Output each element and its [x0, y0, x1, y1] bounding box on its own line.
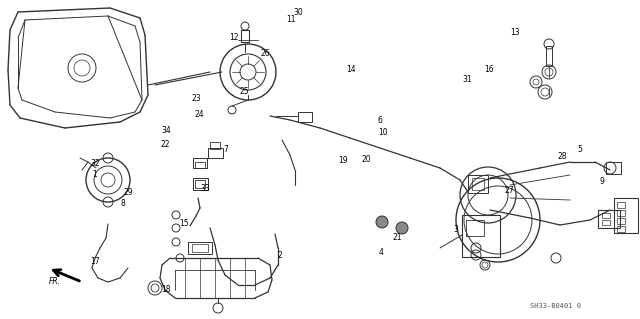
Text: 32: 32 [90, 159, 100, 168]
Text: 8: 8 [120, 199, 125, 208]
Bar [241, 30, 249, 42]
Text: 31: 31 [462, 75, 472, 84]
Text: 7: 7 [223, 145, 228, 154]
Text: 20: 20 [361, 155, 371, 164]
Bar [193, 178, 208, 190]
Text: 29: 29 [123, 188, 133, 197]
Text: 5: 5 [577, 145, 582, 154]
Text: 22: 22 [161, 140, 170, 149]
Text: 21: 21 [392, 233, 401, 242]
Text: FR.: FR. [49, 278, 61, 286]
Text: 3: 3 [453, 225, 458, 234]
Bar [472, 178, 484, 190]
Text: 24: 24 [195, 110, 205, 119]
Text: 18: 18 [162, 285, 171, 294]
Bar [598, 210, 620, 228]
Text: 9: 9 [599, 177, 604, 186]
Bar [546, 46, 552, 66]
Text: 25: 25 [239, 87, 250, 96]
Text: 14: 14 [346, 65, 356, 74]
Bar [208, 148, 223, 158]
Text: 34: 34 [161, 126, 172, 135]
Bar [602, 213, 610, 218]
Text: 1: 1 [92, 170, 97, 179]
Bar [606, 162, 621, 174]
Text: 11: 11 [286, 15, 295, 24]
Bar [188, 242, 212, 254]
Bar [468, 175, 488, 193]
Bar [617, 210, 625, 216]
Text: 26: 26 [260, 49, 270, 58]
Text: 23: 23 [191, 94, 201, 103]
Bar [192, 244, 208, 252]
Bar [617, 218, 625, 224]
Text: 10: 10 [378, 128, 388, 137]
Bar [614, 198, 638, 233]
Bar [195, 180, 205, 188]
Bar [462, 215, 500, 257]
Text: 12: 12 [230, 33, 239, 42]
Bar [210, 142, 220, 149]
Text: 19: 19 [338, 156, 348, 165]
Text: 15: 15 [179, 219, 189, 228]
Text: 4: 4 [379, 248, 384, 256]
Circle shape [396, 222, 408, 234]
Text: 6: 6 [378, 116, 383, 125]
Bar [602, 220, 610, 225]
Text: 13: 13 [510, 28, 520, 37]
Text: 30: 30 [293, 8, 303, 17]
Text: 28: 28 [557, 152, 566, 161]
Bar [466, 220, 484, 236]
Circle shape [376, 216, 388, 228]
Bar [298, 112, 312, 122]
Bar [193, 158, 207, 168]
Text: 17: 17 [90, 257, 100, 266]
Text: SH33-B0401 0: SH33-B0401 0 [530, 303, 581, 309]
Bar [617, 226, 625, 232]
Text: 27: 27 [504, 186, 515, 195]
Text: 2: 2 [278, 251, 283, 260]
Bar [195, 162, 205, 168]
Text: 16: 16 [484, 65, 494, 74]
Bar [617, 202, 625, 208]
Text: 33: 33 [200, 184, 210, 193]
